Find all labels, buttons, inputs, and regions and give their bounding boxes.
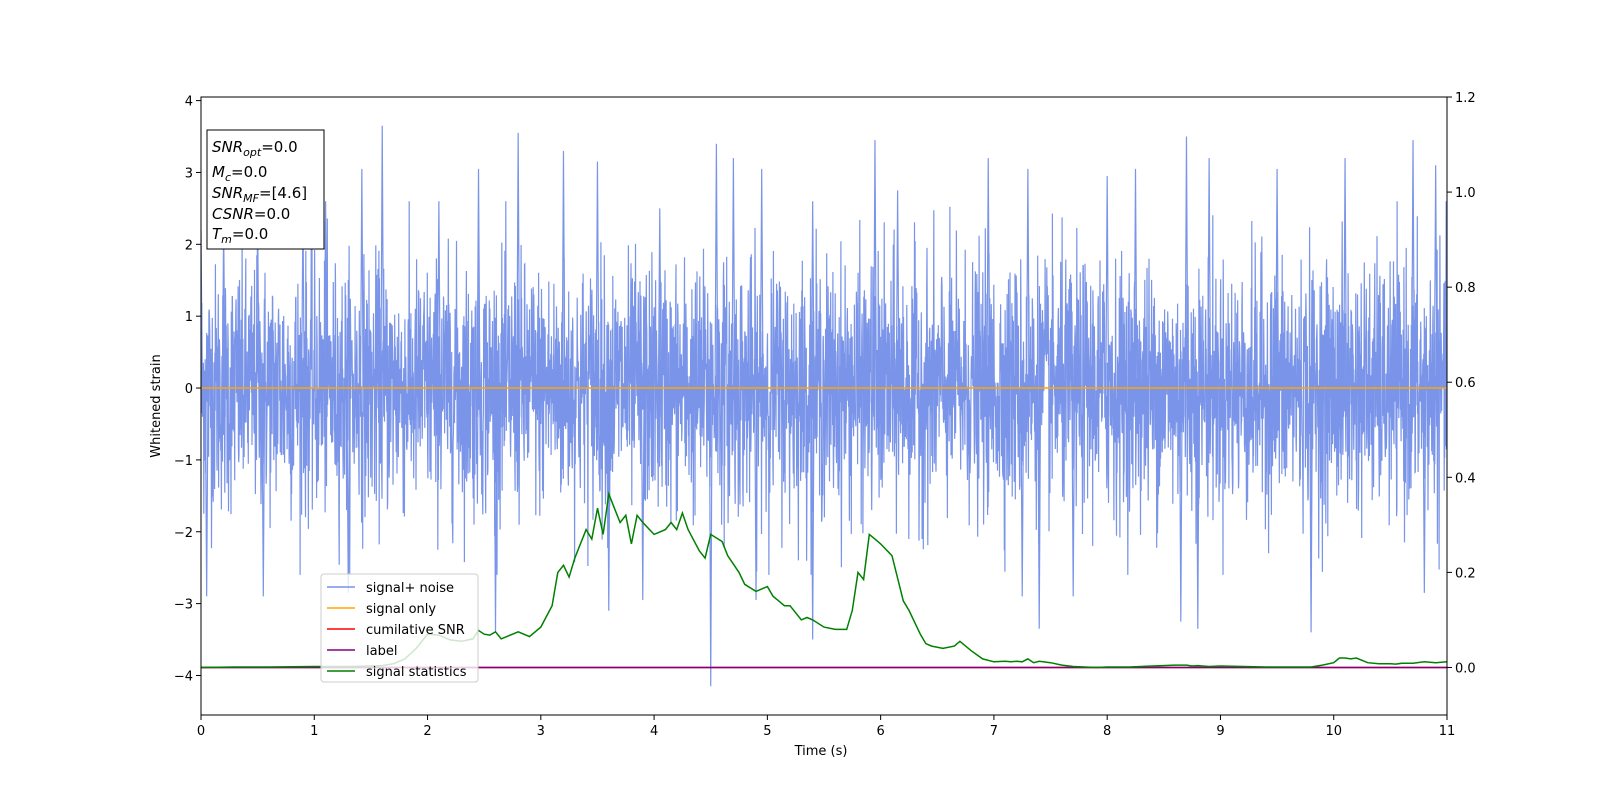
y-tick-label: 0: [185, 382, 193, 397]
noise-spike: [436, 201, 441, 417]
x-tick-label: 10: [1325, 724, 1342, 739]
info-csnr: CSNR=0.0: [212, 205, 290, 223]
y-tick-label: 2: [185, 238, 193, 253]
x-tick-label: 6: [876, 724, 884, 739]
noise-spike: [595, 161, 600, 417]
noise-spike: [640, 359, 645, 601]
noise-spike: [1207, 158, 1212, 417]
noise-spike: [1342, 158, 1348, 417]
y-tick-label: −2: [174, 526, 193, 541]
noise-spike: [1308, 359, 1314, 633]
noise-spike: [516, 132, 521, 417]
noise-spike: [204, 359, 209, 597]
x-tick-label: 3: [537, 724, 545, 739]
noise-spike: [476, 168, 481, 417]
y2-tick-label: 0.8: [1455, 281, 1476, 296]
noise-spike: [731, 158, 736, 417]
x-axis-label: Time (s): [794, 744, 848, 759]
noise-spike: [1025, 168, 1030, 417]
y-tick-label: −3: [174, 598, 193, 613]
noise-spike: [753, 359, 759, 601]
legend-label: signal statistics: [366, 665, 467, 680]
noise-spike: [895, 190, 900, 417]
noise-spike: [1133, 168, 1138, 417]
y2-tick-label: 1.0: [1455, 186, 1476, 201]
y-tick-label: 3: [185, 166, 193, 181]
x-tick-label: 7: [990, 724, 998, 739]
x-tick-label: 0: [197, 724, 205, 739]
noise-spike: [1071, 359, 1076, 597]
noise-spike: [1195, 359, 1200, 629]
legend-frame: [320, 573, 479, 683]
axes: 0 1 2 3 4 5 6 7 8 9 10 11 −4 −3 −2 −1 0 1 2 3 4 0.0 0.2 0.4 0.6 0…: [174, 91, 1476, 739]
noise-spike: [1410, 140, 1416, 417]
noise-spike: [201, 229, 204, 417]
noise-spike: [714, 143, 719, 417]
plot-frame: [200, 96, 1448, 716]
y2-tick-label: 0.0: [1455, 661, 1476, 676]
info-tm: Tm=0.0: [212, 225, 268, 246]
x-tick-label: 9: [1216, 724, 1224, 739]
x-tick-label: 8: [1103, 724, 1111, 739]
noise-spike: [261, 359, 266, 597]
x-tick-label: 5: [763, 724, 771, 739]
y-tick-label: 1: [185, 310, 193, 325]
legend-label: label: [366, 644, 397, 659]
noise-spike: [359, 168, 364, 417]
x-tick-label: 4: [650, 724, 658, 739]
info-box-frame: [206, 129, 325, 250]
noise-spike: [872, 140, 878, 417]
noise-trace: [201, 201, 1447, 575]
legend: signal+ noise signal only cumilative SNR la…: [320, 573, 479, 683]
noise-spike: [1020, 359, 1025, 597]
noise-spike: [561, 150, 566, 417]
y2-tick-label: 0.2: [1455, 566, 1476, 581]
noise-spike: [323, 201, 328, 417]
noise-spike: [810, 201, 815, 417]
noise-spike: [380, 125, 385, 417]
noise-spike: [1433, 165, 1438, 417]
legend-label: cumilative SNR: [366, 623, 465, 638]
y-tick-label: −1: [174, 454, 193, 469]
x-tick-label: 2: [423, 724, 431, 739]
series-signal-statistics: [201, 490, 1447, 669]
noise-spike: [657, 208, 662, 417]
y2-tick-label: 1.2: [1455, 91, 1476, 106]
noise-spike: [759, 168, 764, 417]
noise-spike: [1178, 359, 1183, 622]
noise-spike: [1037, 359, 1042, 629]
y2-tick-label: 0.4: [1455, 471, 1476, 486]
legend-label: signal+ noise: [366, 581, 454, 596]
noise-spike: [1422, 359, 1427, 593]
x-tick-label: 11: [1439, 724, 1456, 739]
y-axis-label: Whitened strain: [149, 354, 164, 457]
y-tick-label: 4: [185, 95, 193, 110]
noise-spike: [606, 359, 611, 611]
x-tick-label: 1: [310, 724, 318, 739]
noise-spike: [986, 158, 991, 417]
noise-spike: [1184, 136, 1189, 417]
y-tick-label: −4: [174, 669, 193, 684]
y2-tick-label: 0.6: [1455, 376, 1476, 391]
noise-spike: [1274, 168, 1280, 417]
legend-label: signal only: [366, 602, 436, 617]
noise-spike: [1105, 176, 1110, 417]
info-snr-opt: SNRopt=0.0: [212, 138, 298, 159]
info-mc: Mc=0.0: [212, 163, 267, 184]
info-box: SNRopt=0.0 Mc=0.0 SNRMF=[4.6] CSNR=0.0 T…: [206, 129, 325, 250]
info-snr-mf: SNRMF=[4.6]: [212, 184, 307, 205]
